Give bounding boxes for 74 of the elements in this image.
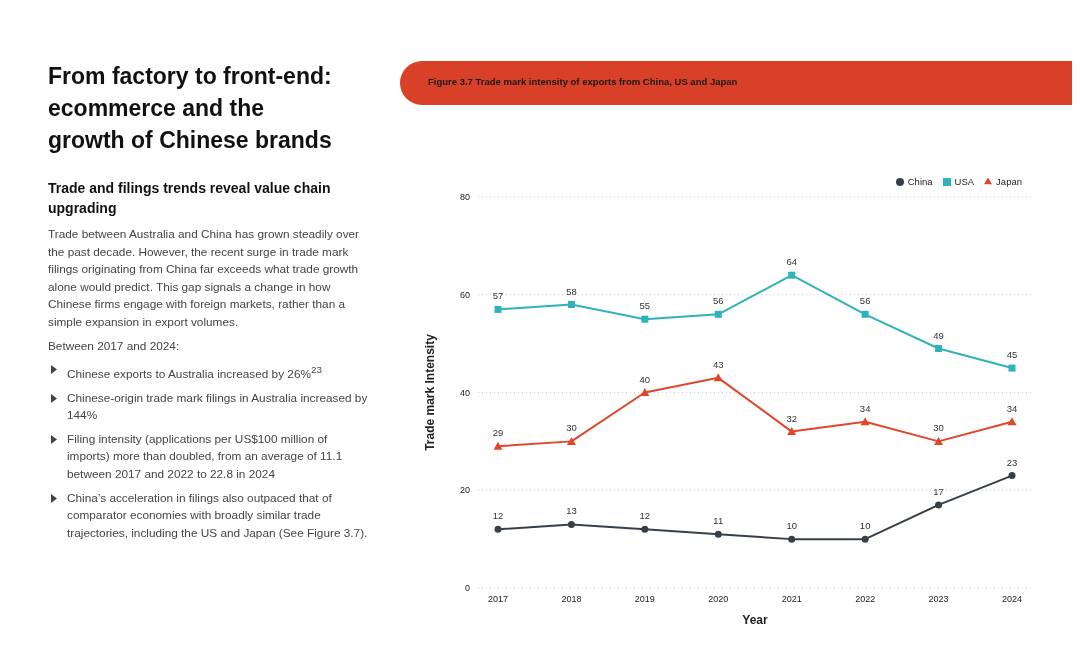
chart-title: Figure 3.7 Trade mark intensity of exports from China, US and Japan <box>428 76 738 87</box>
text: Trade and filings trends reveal value chain upgrading <box>48 179 332 218</box>
y-tick-label: 80 <box>459 192 470 203</box>
x-tick-label: 2024 <box>1001 594 1023 605</box>
legend-label: China <box>907 176 933 187</box>
point <box>1008 364 1016 372</box>
text: Between 2017 and 2024: <box>48 337 181 355</box>
point <box>641 315 649 323</box>
x-tick-label: 2020 <box>708 594 729 605</box>
point <box>1008 472 1016 480</box>
data-label: 40 <box>639 373 651 385</box>
point <box>788 535 796 543</box>
data-label: 11 <box>713 515 724 527</box>
data-label: 23 <box>1006 456 1018 468</box>
data-label: 12 <box>492 510 504 522</box>
data-label: 55 <box>639 300 651 312</box>
text: Chinese-origin trade mark filings in Australia increased by 144% <box>67 390 368 423</box>
point <box>714 530 722 538</box>
data-label: 29 <box>492 427 504 439</box>
point <box>934 436 944 445</box>
x-tick-label: 2021 <box>781 594 802 605</box>
point <box>493 441 503 450</box>
point <box>935 501 943 509</box>
point <box>640 388 650 396</box>
point <box>566 436 576 445</box>
point <box>567 520 575 528</box>
x-axis-title: Year <box>742 613 769 627</box>
text: Trade between Australia and China has grown steadily over the past decade. However, the recent surge in trade mark filings originating from China far exceeds what trade growth alone would predict. This gap signals a change in how Chinese firms engage with foreign markets, rather than a simple expansion in export volumes. <box>48 226 361 331</box>
data-label: 58 <box>566 285 577 297</box>
data-label: 10 <box>859 520 871 532</box>
x-tick-label: 2018 <box>561 594 582 605</box>
text: Chinese exports to Australia increased by 26%$^{23}$ <box>67 364 322 382</box>
data-label: 56 <box>859 295 871 307</box>
x-tick-label: 2022 <box>855 594 876 605</box>
data-label: 10 <box>786 520 797 532</box>
point <box>567 301 575 309</box>
legend-label: Japan <box>996 176 1022 187</box>
data-label: 49 <box>933 329 944 341</box>
data-label: 56 <box>713 295 724 307</box>
y-tick-label: 20 <box>459 485 470 496</box>
point <box>788 271 796 279</box>
point <box>641 525 649 533</box>
data-label: 32 <box>786 412 797 424</box>
legend-label: USA <box>954 176 975 187</box>
text: China’s acceleration in filings also outpaced that of comparator economies with broadly similar trade trajectories, including the US and Japan (See Figure 3.7). <box>67 490 368 540</box>
data-label: 13 <box>566 505 577 517</box>
text: From factory to front-end: ecommerce and the growth of Chinese brands <box>48 62 333 155</box>
data-label: 34 <box>859 402 871 414</box>
data-label: 43 <box>713 358 724 370</box>
point <box>787 427 797 436</box>
point <box>861 535 869 543</box>
y-tick-label: 40 <box>459 387 470 398</box>
data-label: 12 <box>639 510 651 522</box>
x-tick-label: 2023 <box>928 594 949 605</box>
data-label: 34 <box>1006 402 1018 414</box>
y-tick-label: 60 <box>459 289 470 300</box>
point <box>935 345 943 353</box>
data-label: 57 <box>492 290 504 302</box>
y-tick-label: 0 <box>464 583 470 594</box>
y-axis-title: Trade mark Intensity <box>423 333 438 451</box>
point <box>861 310 869 318</box>
point <box>714 310 722 318</box>
data-label: 64 <box>786 256 797 268</box>
point <box>860 417 870 426</box>
data-label: 30 <box>933 422 944 434</box>
x-tick-label: 2019 <box>634 594 655 605</box>
x-tick-label: 2017 <box>487 594 509 605</box>
data-label: 30 <box>566 422 577 434</box>
data-label: 45 <box>1006 349 1018 361</box>
point <box>494 305 502 313</box>
text: Filing intensity (applications per US$100 million of imports) more than doubled, from an average of 11.1 between 2017 and 2022 to 22.8 in 2024 <box>67 431 343 482</box>
point <box>494 525 502 533</box>
data-label: 17 <box>933 485 944 497</box>
point <box>713 373 723 382</box>
